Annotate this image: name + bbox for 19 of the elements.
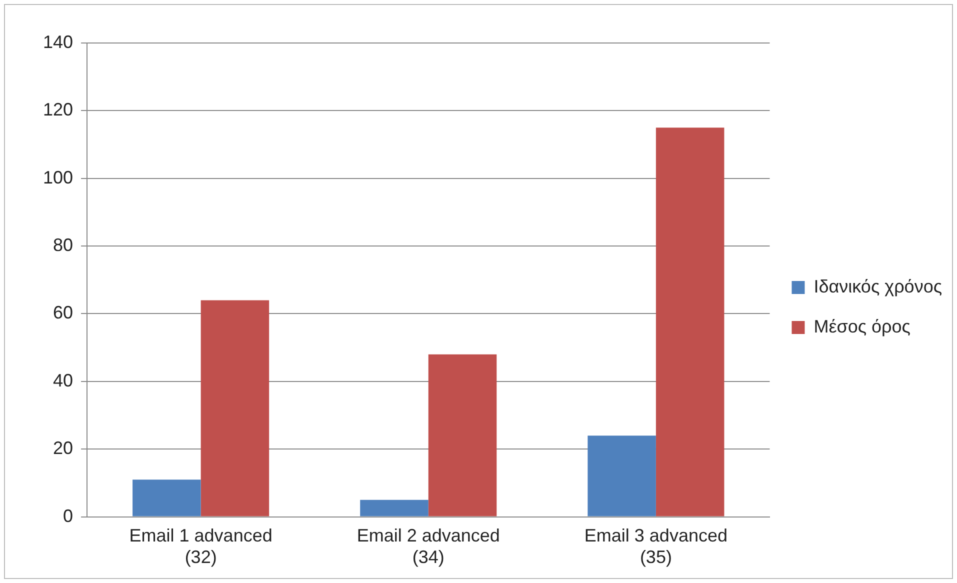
y-tick-label: 20 (53, 438, 74, 458)
y-tick-label: 140 (42, 32, 74, 52)
y-tick-label: 120 (42, 100, 74, 120)
bar (360, 500, 428, 516)
y-tick-label: 0 (63, 506, 74, 526)
x-tick-label: Email 3 advanced (35) (584, 526, 728, 568)
x-tick-label: Email 1 advanced (32) (129, 526, 272, 568)
y-tick-label: 60 (53, 302, 74, 323)
bar (428, 354, 497, 516)
bar (200, 300, 270, 516)
y-tick-label: 40 (53, 370, 74, 390)
legend-label: Μέσος όρος (814, 316, 911, 336)
legend-label: Ιδανικός χρόνος (814, 276, 942, 296)
x-tick-label: Email 2 advanced (34) (356, 526, 500, 568)
bar (656, 128, 724, 516)
bar (588, 436, 656, 516)
y-tick-label: 80 (53, 235, 74, 256)
y-tick-label: 100 (42, 167, 74, 188)
bar (132, 480, 201, 516)
